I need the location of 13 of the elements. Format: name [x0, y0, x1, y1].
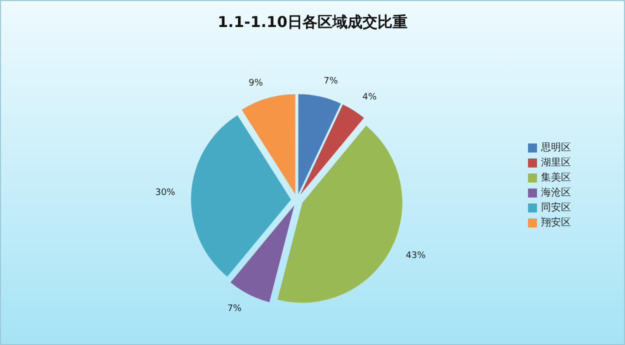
legend-label: 集美区 [541, 172, 571, 184]
data-label: 43% [406, 250, 426, 261]
data-label: 4% [362, 92, 378, 102]
legend-label: 翔安区 [541, 216, 571, 229]
legend-label: 同安区 [541, 202, 571, 214]
data-label: 7% [227, 304, 242, 314]
legend-label: 思明区 [540, 142, 571, 154]
legend-label: 海沧区 [541, 186, 571, 199]
data-label: 30% [155, 188, 176, 198]
chart-title: 1.1-1.10日各区域成交比重 [218, 13, 408, 31]
data-label: 7% [324, 76, 338, 86]
legend-label: 湖里区 [541, 156, 571, 169]
data-label: 9% [248, 78, 264, 88]
